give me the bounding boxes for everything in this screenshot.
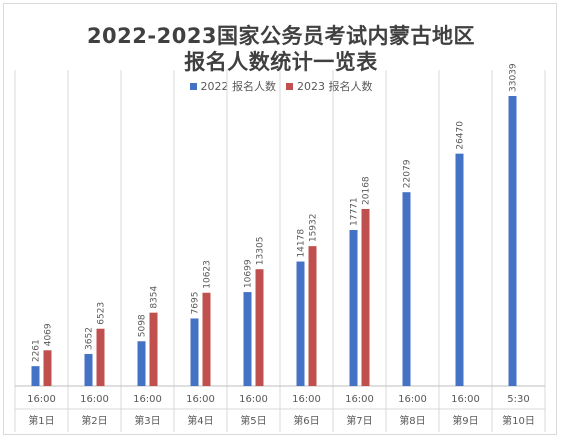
- x-tick-day-label: 第2日: [81, 414, 107, 427]
- x-tick-day-label: 第1日: [28, 414, 54, 427]
- bar-2023: [202, 292, 211, 386]
- x-tick-day-label: 第9日: [452, 414, 478, 427]
- x-tick-time-label: 16:00: [133, 394, 162, 405]
- x-tick-time-label: 16:00: [398, 394, 427, 405]
- data-label: 22079: [403, 159, 413, 188]
- bar-2023: [149, 312, 158, 386]
- x-tick-time-label: 16:00: [292, 394, 321, 405]
- legend-label-2023: 2023 报名人数: [297, 80, 373, 93]
- bar-2023: [308, 246, 317, 386]
- x-tick-day-label: 第7日: [346, 414, 372, 427]
- x-tick-time-label: 5:30: [507, 394, 529, 405]
- data-label: 2261: [32, 339, 42, 362]
- data-label: 15932: [309, 214, 319, 243]
- bar-2023: [361, 208, 370, 386]
- data-label: 6523: [97, 302, 107, 325]
- x-tick-day-label: 第5日: [240, 414, 266, 427]
- bar-2023: [43, 350, 52, 386]
- data-label: 8354: [150, 285, 160, 308]
- data-label: 20168: [362, 176, 372, 205]
- chart-legend: 2022 报名人数 2023 报名人数: [0, 78, 562, 94]
- x-tick-time-label: 16:00: [345, 394, 374, 405]
- data-label: 14178: [297, 229, 307, 258]
- bar-2023: [255, 269, 264, 386]
- bar-2022: [31, 366, 40, 386]
- x-tick-day-label: 第4日: [187, 414, 213, 427]
- x-tick-day-label: 第6日: [293, 414, 319, 427]
- data-label: 17771: [350, 197, 360, 226]
- bar-2023: [96, 328, 105, 386]
- legend-label-2022: 2022 报名人数: [200, 80, 277, 93]
- bar-2022: [243, 292, 252, 386]
- chart-title-line1: 2022-2023国家公务员考试内蒙古地区: [86, 24, 476, 48]
- data-label: 10623: [203, 260, 213, 289]
- bar-2022: [190, 318, 199, 386]
- x-tick-time-label: 16:00: [80, 394, 109, 405]
- x-tick-time-label: 16:00: [27, 394, 56, 405]
- data-label: 13305: [256, 237, 266, 266]
- data-label: 26470: [456, 121, 466, 150]
- data-label: 33039: [509, 63, 519, 92]
- x-tick-day-label: 第10日: [502, 414, 535, 427]
- x-tick-time-label: 16:00: [186, 394, 215, 405]
- data-label: 3652: [85, 327, 95, 350]
- bar-2022: [349, 230, 358, 386]
- bar-2022: [137, 341, 146, 386]
- bar-2022: [508, 95, 517, 386]
- legend-item-2023: 2023 报名人数: [286, 78, 373, 94]
- legend-item-2022: 2022 报名人数: [189, 78, 277, 94]
- bar-2022: [402, 192, 411, 386]
- bar-2022: [296, 261, 305, 386]
- x-tick-day-label: 第8日: [399, 414, 425, 427]
- data-label: 4069: [44, 323, 54, 346]
- bar-2022: [455, 153, 464, 386]
- x-tick-time-label: 16:00: [239, 394, 268, 405]
- legend-swatch-2023: [286, 82, 293, 90]
- chart-title-line2: 报名人数统计一览表: [184, 50, 378, 74]
- data-label: 5098: [138, 314, 148, 337]
- data-label: 10699: [244, 259, 254, 288]
- legend-swatch-2022: [189, 82, 197, 90]
- data-label: 7695: [191, 292, 201, 315]
- bar-2022: [84, 353, 93, 386]
- x-tick-time-label: 16:00: [451, 394, 480, 405]
- x-tick-day-label: 第3日: [134, 414, 160, 427]
